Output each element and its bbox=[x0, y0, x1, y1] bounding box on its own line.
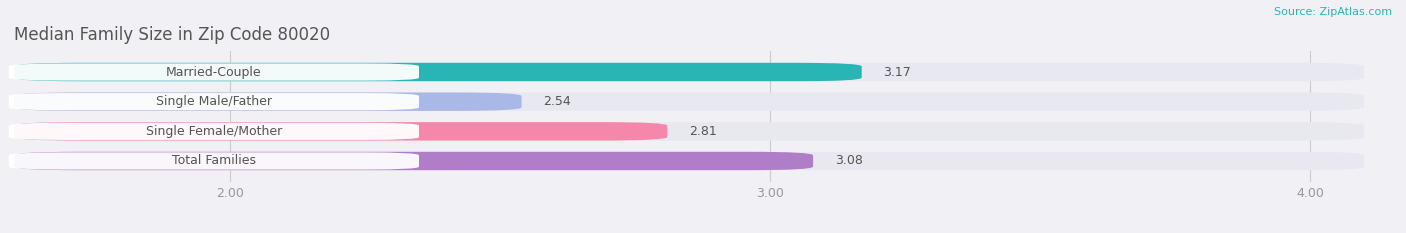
Text: 3.17: 3.17 bbox=[883, 65, 911, 79]
Text: Single Female/Mother: Single Female/Mother bbox=[146, 125, 283, 138]
Text: 3.08: 3.08 bbox=[835, 154, 863, 168]
FancyBboxPatch shape bbox=[14, 122, 668, 140]
Text: Median Family Size in Zip Code 80020: Median Family Size in Zip Code 80020 bbox=[14, 26, 330, 44]
FancyBboxPatch shape bbox=[14, 63, 862, 81]
FancyBboxPatch shape bbox=[14, 152, 1364, 170]
Text: 2.54: 2.54 bbox=[543, 95, 571, 108]
FancyBboxPatch shape bbox=[8, 63, 419, 81]
FancyBboxPatch shape bbox=[14, 122, 1364, 140]
Text: Total Families: Total Families bbox=[172, 154, 256, 168]
FancyBboxPatch shape bbox=[14, 152, 813, 170]
Text: Source: ZipAtlas.com: Source: ZipAtlas.com bbox=[1274, 7, 1392, 17]
Text: Single Male/Father: Single Male/Father bbox=[156, 95, 271, 108]
FancyBboxPatch shape bbox=[14, 93, 1364, 111]
FancyBboxPatch shape bbox=[8, 93, 419, 110]
FancyBboxPatch shape bbox=[8, 123, 419, 140]
FancyBboxPatch shape bbox=[14, 63, 1364, 81]
Text: Married-Couple: Married-Couple bbox=[166, 65, 262, 79]
Text: 2.81: 2.81 bbox=[689, 125, 717, 138]
FancyBboxPatch shape bbox=[8, 152, 419, 170]
FancyBboxPatch shape bbox=[14, 93, 522, 111]
